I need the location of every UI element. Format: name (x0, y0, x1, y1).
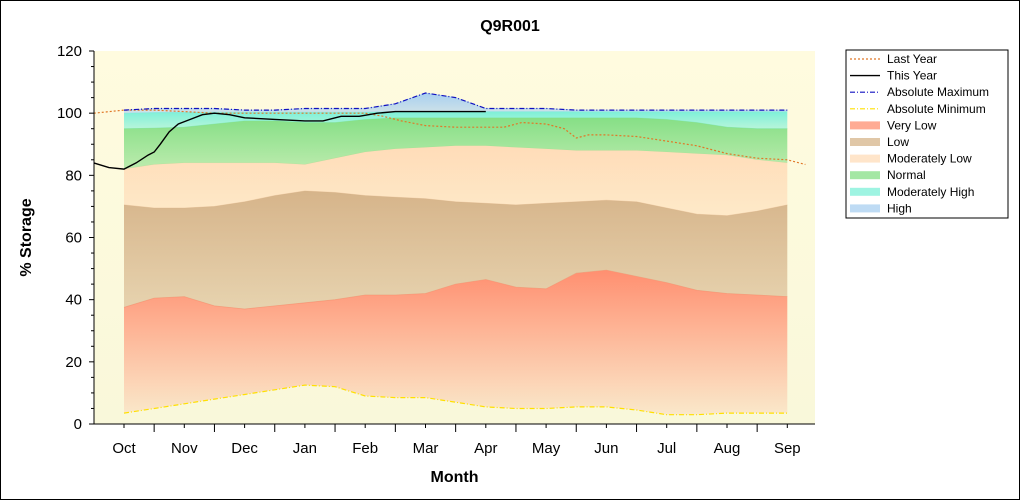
legend-swatch-normal (850, 171, 880, 180)
series-line-absolute-maximum (123, 92, 788, 111)
legend-label: This Year (887, 69, 937, 83)
x-tick-label: Sep (774, 440, 801, 457)
series-line-last-year (93, 109, 806, 166)
x-tick-label: Apr (474, 440, 497, 457)
y-tick-label: 80 (65, 167, 82, 184)
band-high (124, 93, 788, 114)
bands-layer (123, 92, 788, 415)
y-tick-label: 0 (74, 416, 82, 433)
y-tick-label: 40 (65, 292, 82, 309)
legend-label: Absolute Maximum (887, 85, 989, 99)
legend-label: Absolute Minimum (887, 102, 986, 116)
x-axis-title: Month (431, 469, 479, 486)
band-low (124, 190, 788, 309)
band-moderately-low (124, 145, 788, 216)
lines-layer (93, 92, 806, 416)
legend-swatch-very-low (850, 121, 880, 130)
band-normal (124, 117, 788, 170)
x-tick-label: Mar (413, 440, 439, 457)
legend-label: Moderately Low (887, 152, 972, 166)
x-tick-label: Feb (352, 440, 378, 457)
legend-swatch-moderately-low (850, 154, 880, 163)
y-tick-label: 60 (65, 230, 82, 247)
band-very-low (124, 270, 788, 415)
y-tick-label: 20 (65, 354, 82, 371)
x-tick-label: Nov (171, 440, 198, 457)
series-line-this-year (93, 110, 486, 170)
x-tick-label: Jun (594, 440, 618, 457)
legend-label: Moderately High (887, 185, 974, 199)
y-tick-label: 100 (57, 105, 82, 122)
legend-label: Last Year (887, 52, 937, 66)
legend-swatch-moderately-high (850, 187, 880, 196)
legend-label: Low (887, 135, 909, 149)
x-tick-label: Jan (293, 440, 317, 457)
x-tick-label: Aug (714, 440, 741, 457)
legend-swatch-low (850, 138, 880, 146)
y-tick-label: 120 (57, 43, 82, 60)
x-tick-label: Dec (231, 440, 258, 457)
legend: Last Year This Year Absolute Maximum Absolu… (845, 49, 1009, 219)
x-tick-label: May (532, 440, 561, 457)
legend-label: Normal (887, 168, 926, 182)
legend-swatch-high (850, 204, 880, 213)
legend-label: Very Low (887, 118, 937, 132)
legend-label: High (887, 201, 912, 215)
series-line-absolute-minimum (123, 384, 788, 416)
chart-title: Q9R001 (480, 18, 540, 35)
x-tick-label: Oct (112, 440, 136, 457)
y-axis-title: % Storage (18, 198, 35, 276)
x-tick-label: Jul (657, 440, 676, 457)
band-moderately-high (124, 111, 788, 129)
axes-layer: 0 20 40 60 80 100 120 Oct Nov Dec Jan Feb Mar Apr May J… (57, 43, 815, 457)
